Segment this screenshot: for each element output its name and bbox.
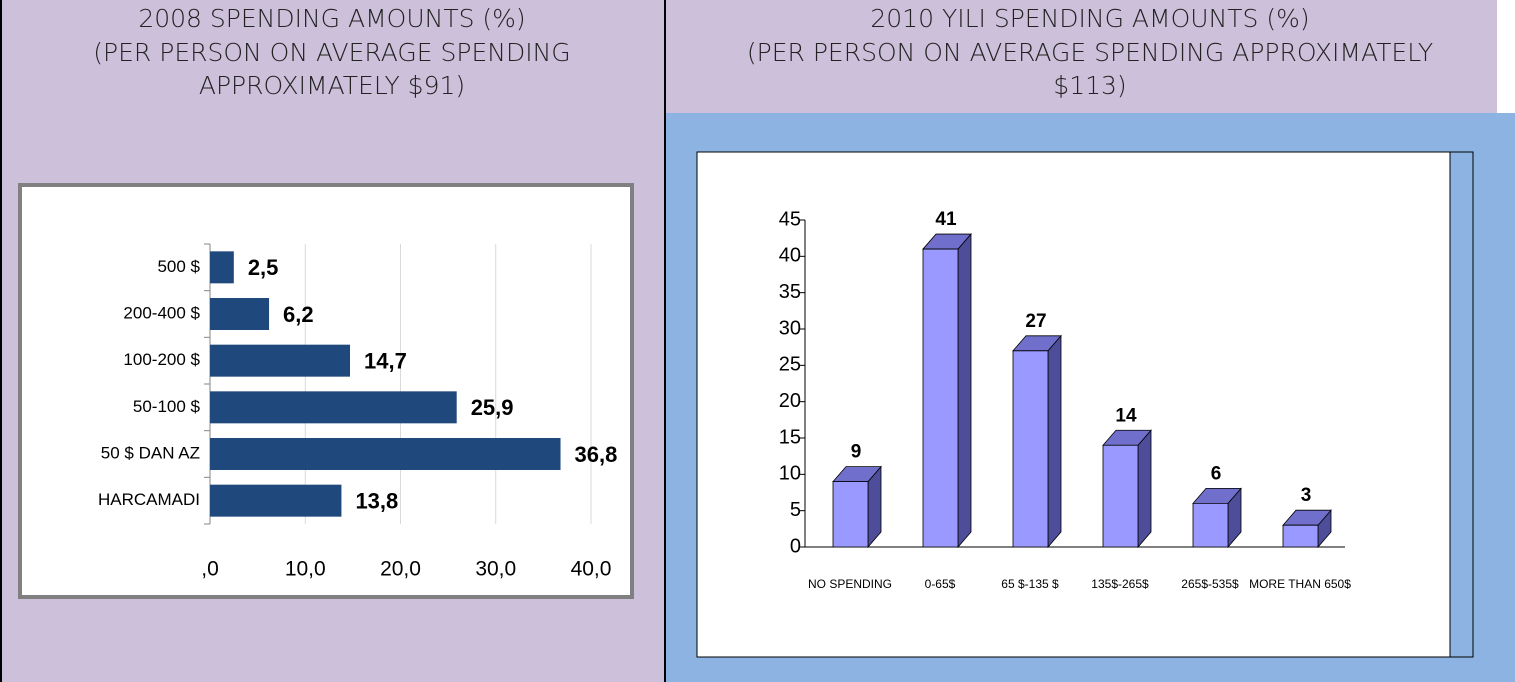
chart-area [18,183,634,599]
y-tick-label: 25 [779,354,801,376]
y-tick-label: 5 [790,499,801,521]
bar [210,344,351,377]
y-tick-label: 50-100 $ [133,397,201,416]
data-label: 14 [1115,405,1137,426]
chart-title: 2010 YILI SPENDING AMOUNTS (%) [870,4,1309,33]
chart-subtitle: (PER PERSON ON AVERAGE SPENDING APPROXIM… [747,38,1433,67]
x-tick-label: NO SPENDING [808,577,892,591]
x-tick-label: 135$-265$ [1091,577,1149,591]
data-label: 2,5 [248,255,279,280]
bar [210,251,234,284]
y-tick-label: 35 [779,281,801,303]
x-tick-label: 0-65$ [925,577,956,591]
bar-front [832,481,869,548]
y-tick-label: 20 [779,390,801,412]
x-tick-label: 40,0 [571,558,612,581]
bar [1012,334,1062,549]
bar-front [1192,502,1229,548]
data-label: 3 [1301,485,1312,506]
bar-side [957,232,972,549]
chart-subtitle: $113) [1053,71,1126,100]
bar-front [1282,524,1319,548]
y-tick-label: 100-200 $ [123,350,200,369]
bar-side [1137,429,1152,549]
x-tick-label: 10,0 [285,558,326,581]
y-tick-label: 45 [779,208,801,230]
data-label: 14,7 [364,348,407,373]
chart-strip [1449,151,1474,658]
y-tick-label: 50 $ DAN AZ [101,443,200,462]
x-tick-label: 65 $-135 $ [1001,577,1059,591]
data-label: 6 [1211,463,1222,484]
bar-front [1102,444,1139,548]
y-tick-label: 10 [779,463,801,485]
bar-front [922,248,959,548]
data-label: 9 [851,442,862,463]
data-label: 13,8 [355,488,398,513]
bar [1192,487,1242,549]
y-tick-label: 500 $ [157,257,200,276]
data-label: 6,2 [283,302,314,327]
x-tick-label: 265$-535$ [1181,577,1239,591]
y-tick-label: 40 [779,245,801,267]
data-label: 25,9 [471,395,514,420]
bar [922,232,972,549]
y-tick-label: HARCAMADI [98,490,200,509]
bar [832,465,882,549]
chart-subtitle: APPROXIMATELY $91) [199,71,465,100]
chart-subtitle: (PER PERSON ON AVERAGE SPENDING [93,38,570,67]
x-tick-label: ,0 [201,558,219,581]
data-label: 41 [935,209,957,230]
data-label: 36,8 [575,442,618,467]
x-tick-label: MORE THAN 650$ [1249,577,1351,591]
y-tick-label: 30 [779,317,801,339]
bar [1282,509,1332,549]
bar-front [1012,350,1049,548]
chart-title: 2008 SPENDING AMOUNTS (%) [138,4,525,33]
y-tick-label: 15 [779,426,801,448]
chart-area [696,151,1474,658]
bar [1102,429,1152,549]
x-tick-label: 30,0 [475,558,516,581]
bar [210,484,342,517]
data-label: 27 [1025,311,1046,332]
right-header [665,0,1497,113]
bar [210,438,561,470]
y-tick-label: 0 [790,535,801,557]
bar [210,391,457,424]
y-tick-label: 200-400 $ [123,303,200,322]
bar [210,298,270,330]
bar-side [1047,334,1062,549]
x-tick-label: 20,0 [380,558,421,581]
